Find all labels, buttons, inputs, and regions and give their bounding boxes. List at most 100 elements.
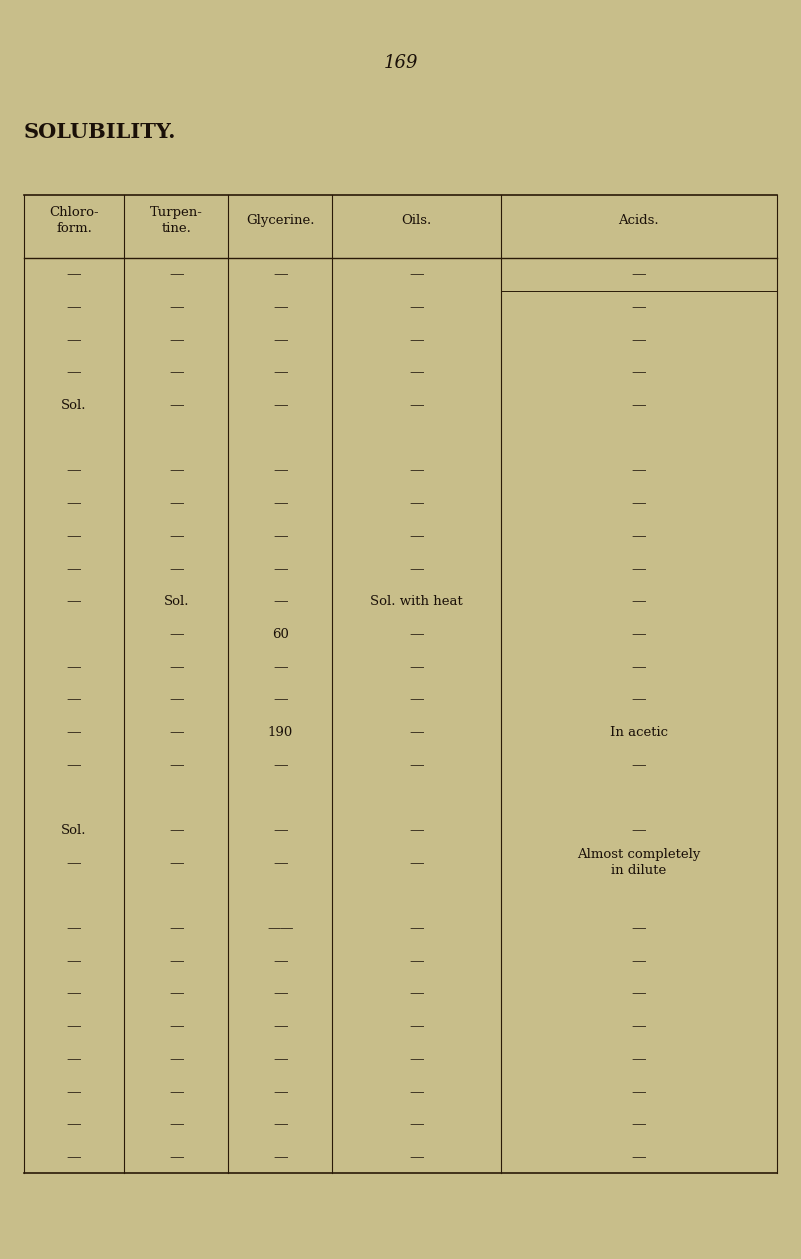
Text: —: — — [273, 1117, 288, 1132]
Text: —: — — [169, 463, 183, 477]
Text: —: — — [169, 692, 183, 706]
Text: —: — — [169, 725, 183, 739]
Text: Oils.: Oils. — [401, 214, 432, 227]
Text: Acids.: Acids. — [618, 214, 659, 227]
Text: —: — — [273, 496, 288, 510]
Text: —: — — [169, 562, 183, 575]
Text: —: — — [273, 758, 288, 772]
Text: —: — — [169, 365, 183, 379]
Text: In acetic: In acetic — [610, 725, 668, 739]
Text: —: — — [273, 954, 288, 968]
Text: —: — — [409, 529, 424, 543]
Text: —: — — [66, 1020, 82, 1034]
Text: —: — — [66, 1085, 82, 1099]
Text: —: — — [66, 529, 82, 543]
Text: —: — — [409, 1053, 424, 1066]
Text: —: — — [273, 332, 288, 346]
Text: —: — — [409, 562, 424, 575]
Text: —: — — [631, 496, 646, 510]
Text: 60: 60 — [272, 627, 289, 641]
Text: —: — — [409, 987, 424, 1001]
Text: —: — — [409, 1149, 424, 1165]
Text: —: — — [66, 954, 82, 968]
Text: —: — — [169, 496, 183, 510]
Text: —: — — [631, 529, 646, 543]
Text: —: — — [631, 463, 646, 477]
Text: —: — — [66, 365, 82, 379]
Text: —: — — [273, 1053, 288, 1066]
Text: —: — — [66, 594, 82, 608]
Text: —: — — [631, 1149, 646, 1165]
Text: —: — — [273, 463, 288, 477]
Text: —: — — [66, 758, 82, 772]
Text: —: — — [273, 692, 288, 706]
Text: —: — — [631, 398, 646, 412]
Text: Chloro-
form.: Chloro- form. — [50, 205, 99, 235]
Text: —: — — [409, 332, 424, 346]
Text: —: — — [66, 1117, 82, 1132]
Text: Glycerine.: Glycerine. — [246, 214, 315, 227]
Text: —: — — [273, 856, 288, 870]
Text: —: — — [66, 856, 82, 870]
Text: —: — — [409, 758, 424, 772]
Text: —: — — [273, 529, 288, 543]
Text: —: — — [66, 922, 82, 935]
Text: —: — — [631, 758, 646, 772]
Text: —: — — [409, 1117, 424, 1132]
Text: —: — — [273, 267, 288, 282]
Text: —: — — [409, 1020, 424, 1034]
Text: —: — — [169, 1149, 183, 1165]
Text: —: — — [409, 692, 424, 706]
Text: —: — — [169, 332, 183, 346]
Text: —: — — [169, 922, 183, 935]
Text: —: — — [631, 332, 646, 346]
Text: —: — — [66, 300, 82, 315]
Text: —: — — [409, 463, 424, 477]
Text: —: — — [169, 529, 183, 543]
Text: —: — — [169, 856, 183, 870]
Text: —: — — [169, 627, 183, 641]
Text: —: — — [66, 267, 82, 282]
Text: Turpen-
tine.: Turpen- tine. — [150, 205, 203, 235]
Text: —: — — [66, 725, 82, 739]
Text: —: — — [409, 823, 424, 837]
Text: —: — — [409, 496, 424, 510]
Text: —: — — [631, 594, 646, 608]
Text: —: — — [66, 562, 82, 575]
Text: —: — — [169, 823, 183, 837]
Text: —: — — [66, 463, 82, 477]
Text: —: — — [66, 987, 82, 1001]
Text: —: — — [631, 267, 646, 282]
Text: —: — — [169, 1020, 183, 1034]
Text: —: — — [631, 987, 646, 1001]
Text: —: — — [273, 987, 288, 1001]
Text: —: — — [631, 627, 646, 641]
Text: —: — — [631, 922, 646, 935]
Text: —: — — [409, 725, 424, 739]
Text: —: — — [631, 562, 646, 575]
Text: —: — — [409, 954, 424, 968]
Text: —: — — [169, 987, 183, 1001]
Text: —: — — [66, 332, 82, 346]
Text: —: — — [631, 1117, 646, 1132]
Text: —: — — [631, 365, 646, 379]
Text: —: — — [169, 1053, 183, 1066]
Text: —: — — [631, 954, 646, 968]
Text: —: — — [169, 1085, 183, 1099]
Text: —: — — [273, 365, 288, 379]
Text: —: — — [409, 267, 424, 282]
Text: 169: 169 — [383, 54, 418, 72]
Text: —: — — [409, 1085, 424, 1099]
Text: —: — — [66, 692, 82, 706]
Text: —: — — [409, 922, 424, 935]
Text: —: — — [631, 660, 646, 674]
Text: —: — — [273, 1085, 288, 1099]
Text: —: — — [169, 758, 183, 772]
Text: —: — — [409, 398, 424, 412]
Text: Almost completely
in dilute: Almost completely in dilute — [577, 849, 701, 878]
Text: 190: 190 — [268, 725, 293, 739]
Text: —: — — [66, 1053, 82, 1066]
Text: —: — — [169, 300, 183, 315]
Text: —: — — [273, 562, 288, 575]
Text: Sol.: Sol. — [62, 823, 87, 837]
